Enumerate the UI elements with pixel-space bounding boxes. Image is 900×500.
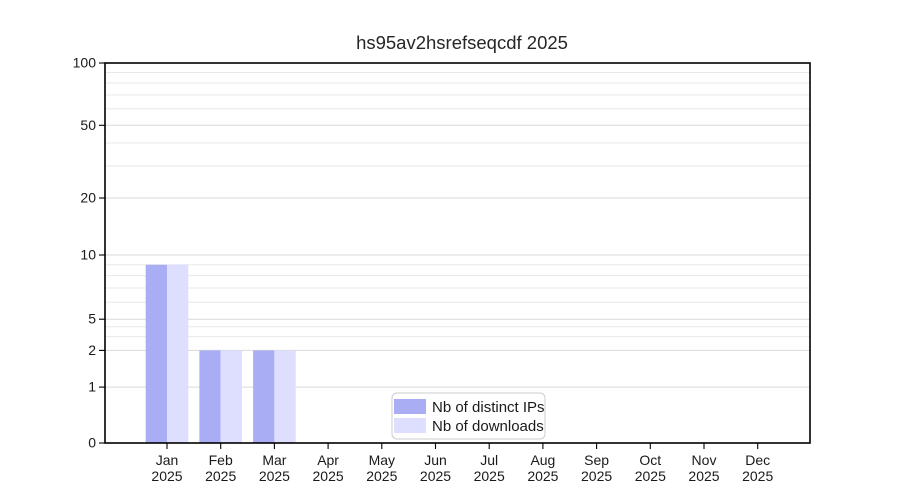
svg-text:Sep: Sep xyxy=(584,452,609,468)
svg-text:2025: 2025 xyxy=(474,468,505,484)
svg-text:Dec: Dec xyxy=(745,452,770,468)
svg-text:5: 5 xyxy=(88,311,96,327)
svg-text:2025: 2025 xyxy=(688,468,719,484)
svg-text:2025: 2025 xyxy=(581,468,612,484)
svg-text:2025: 2025 xyxy=(313,468,344,484)
svg-text:20: 20 xyxy=(80,190,96,206)
svg-text:2025: 2025 xyxy=(742,468,773,484)
svg-text:2025: 2025 xyxy=(420,468,451,484)
svg-text:Feb: Feb xyxy=(209,452,233,468)
svg-text:2: 2 xyxy=(88,342,96,358)
svg-text:2025: 2025 xyxy=(527,468,558,484)
svg-text:May: May xyxy=(369,452,395,468)
svg-text:2025: 2025 xyxy=(635,468,666,484)
svg-text:0: 0 xyxy=(88,435,96,451)
svg-text:Jul: Jul xyxy=(480,452,498,468)
svg-text:2025: 2025 xyxy=(259,468,290,484)
svg-text:Nb of distinct IPs: Nb of distinct IPs xyxy=(432,399,545,416)
svg-text:Jan: Jan xyxy=(156,452,179,468)
svg-text:2025: 2025 xyxy=(366,468,397,484)
svg-text:Nb of downloads: Nb of downloads xyxy=(432,418,544,435)
svg-text:100: 100 xyxy=(73,55,97,71)
svg-text:Aug: Aug xyxy=(530,452,555,468)
svg-text:10: 10 xyxy=(80,247,96,263)
svg-text:1: 1 xyxy=(88,379,96,395)
svg-text:Apr: Apr xyxy=(317,452,339,468)
svg-text:Oct: Oct xyxy=(639,452,661,468)
svg-text:2025: 2025 xyxy=(151,468,182,484)
svg-text:Nov: Nov xyxy=(692,452,717,468)
svg-text:Mar: Mar xyxy=(262,452,286,468)
svg-text:50: 50 xyxy=(80,117,96,133)
svg-text:2025: 2025 xyxy=(205,468,236,484)
svg-text:Jun: Jun xyxy=(424,452,447,468)
